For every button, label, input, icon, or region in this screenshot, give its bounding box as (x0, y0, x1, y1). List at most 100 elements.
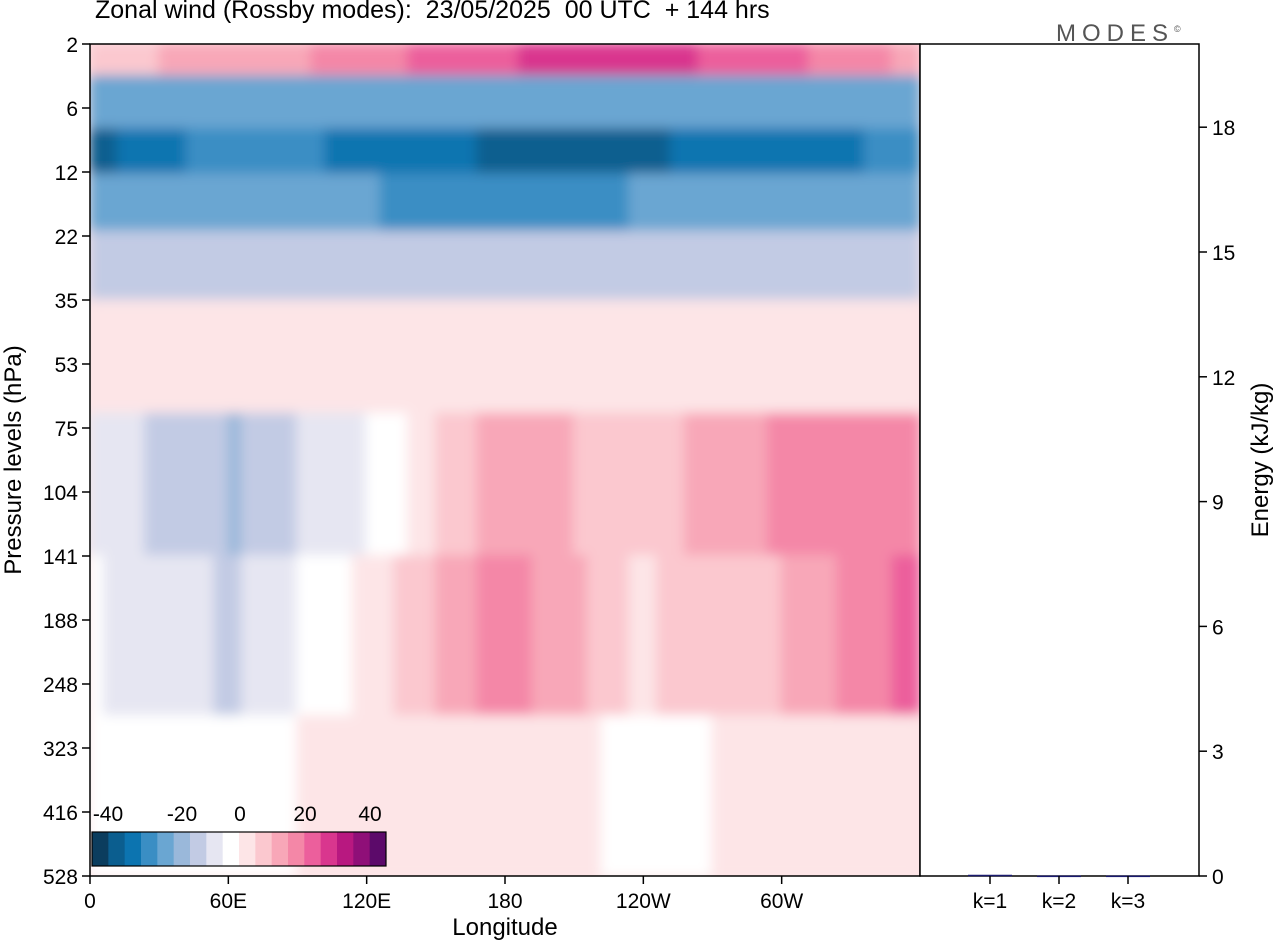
heatmap-cell (448, 230, 465, 302)
heatmap-cell (849, 555, 866, 717)
heatmap-cell (573, 299, 589, 415)
heatmap-cell (891, 173, 908, 233)
heatmap-cell (628, 173, 645, 233)
y-tick-label: 6 (66, 98, 78, 121)
heatmap-cell (421, 715, 437, 876)
heatmap-cell (130, 230, 147, 302)
heatmap-cell (213, 75, 230, 131)
heatmap-cell (642, 128, 659, 176)
heatmap-cell (172, 128, 188, 176)
heatmap-cell (766, 412, 783, 557)
wind-heatmap (90, 44, 920, 876)
heatmap-cell (448, 173, 465, 233)
heatmap-cell (587, 128, 603, 176)
heatmap-cell (711, 44, 728, 77)
heatmap-cell (241, 44, 257, 77)
heatmap-cell (794, 128, 811, 176)
energy-axis: 0 3 6 9 12 15 18 (1199, 117, 1235, 889)
heatmap-cell (517, 44, 534, 77)
heatmap-cell (849, 173, 866, 233)
heatmap-cell (338, 299, 354, 415)
heatmap-cell (90, 230, 105, 302)
heatmap-cell (725, 128, 742, 176)
heatmap-cell (600, 75, 617, 131)
heatmap-cell (434, 128, 451, 176)
heatmap-cell (863, 555, 880, 717)
heatmap-cell (559, 555, 576, 717)
heatmap-cell (144, 75, 161, 131)
heatmap-cell (905, 230, 920, 302)
heatmap-cell (877, 412, 894, 557)
heatmap-cell (393, 173, 410, 233)
heatmap-cell (421, 173, 437, 233)
heatmap-cell (697, 173, 714, 233)
heatmap-cell (628, 715, 645, 876)
heatmap-cell (739, 412, 755, 557)
heatmap-cell (407, 44, 423, 77)
heatmap-cell (130, 173, 147, 233)
heatmap-cell (351, 555, 368, 717)
modes-logo: MODES© (1056, 20, 1181, 48)
heatmap-cell (282, 128, 299, 176)
heatmap-cell (130, 75, 147, 131)
heatmap-cell (185, 128, 202, 176)
heatmap-cell (490, 230, 506, 302)
heatmap-cell (725, 715, 742, 876)
heatmap-cell (614, 44, 631, 77)
heatmap-cell (199, 555, 216, 717)
heatmap-cell (365, 128, 382, 176)
heatmap-cell (670, 44, 686, 77)
heatmap-cell (434, 75, 451, 131)
colorbar-swatch (369, 832, 387, 866)
heatmap-cell (296, 173, 313, 233)
heatmap-cell (393, 75, 410, 131)
heatmap-cell (891, 555, 908, 717)
heatmap-cell (600, 128, 617, 176)
heatmap-cell (836, 75, 852, 131)
heatmap-cell (379, 44, 396, 77)
heatmap-cell (891, 128, 908, 176)
heatmap-cell (614, 230, 631, 302)
heatmap-cell (711, 230, 728, 302)
heatmap-cell (296, 299, 313, 415)
heatmap-cell (753, 715, 769, 876)
heatmap-cell (241, 75, 257, 131)
heatmap-cell (130, 44, 147, 77)
heatmap-cell (421, 555, 437, 717)
heatmap-cell (753, 299, 769, 415)
heatmap-cell (490, 128, 506, 176)
x-tick-label: 120E (342, 890, 391, 913)
heatmap-cell (476, 715, 493, 876)
heatmap-cell (310, 555, 327, 717)
heatmap-cell (683, 128, 700, 176)
heatmap-cell (255, 44, 271, 77)
energy-tick-label: 9 (1212, 492, 1224, 515)
heatmap-cell (393, 128, 410, 176)
heatmap-cell (102, 555, 119, 717)
heatmap-cell (808, 44, 825, 77)
heatmap-cell (739, 75, 755, 131)
heatmap-cell (656, 555, 672, 717)
colorbar-swatch (320, 832, 338, 866)
heatmap-cell (573, 44, 589, 77)
heatmap-cell (407, 128, 423, 176)
heatmap-cell (725, 173, 742, 233)
heatmap-cell (711, 128, 728, 176)
energy-panel-frame (919, 43, 1200, 877)
heatmap-cell (172, 299, 188, 415)
heatmap-cell (130, 128, 147, 176)
heatmap-cell (227, 230, 244, 302)
heatmap-cell (836, 44, 852, 77)
heatmap-cell (241, 299, 257, 415)
heatmap-cell (711, 715, 728, 876)
heatmap-cell (642, 230, 659, 302)
heatmap-cell (351, 75, 368, 131)
heatmap-cell (365, 412, 382, 557)
heatmap-cell (891, 412, 908, 557)
colorbar-swatch (271, 832, 289, 866)
heatmap-cell (268, 230, 285, 302)
heatmap-cell (739, 173, 755, 233)
pressure-axis: 2 6 12 22 35 53 75 104 141 188 248 323 416 528 (43, 34, 90, 889)
colorbar-swatch (190, 832, 207, 866)
heatmap-cell (725, 75, 742, 131)
